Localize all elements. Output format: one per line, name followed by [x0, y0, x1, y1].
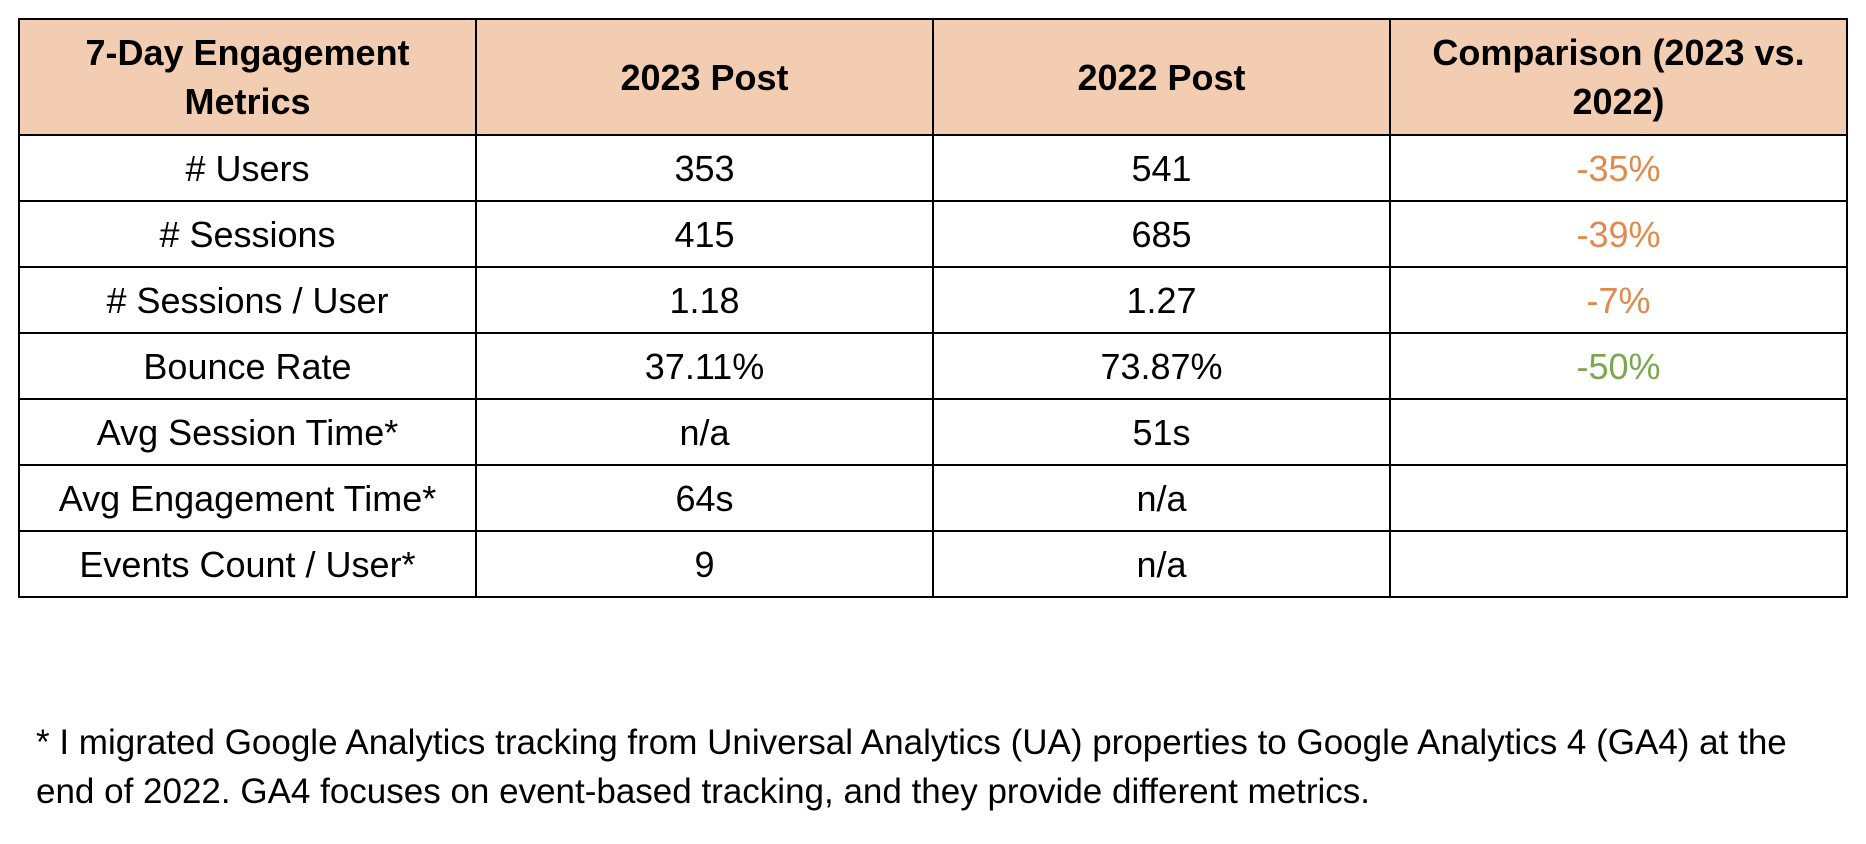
table-row: # Users 353 541 -35% [18, 134, 1848, 202]
table-header: 7-Day Engagement Metrics 2023 Post 2022 … [18, 18, 1848, 136]
footnote: * I migrated Google Analytics tracking f… [36, 723, 1787, 811]
cell-2022-post: n/a [932, 530, 1391, 598]
cell-2023-post: 1.18 [475, 266, 934, 334]
table-row: # Sessions 415 685 -39% [18, 200, 1848, 268]
cell-metric: Avg Engagement Time* [18, 464, 477, 532]
header-2023-post: 2023 Post [475, 18, 934, 136]
cell-2023-post: n/a [475, 398, 934, 466]
table-body: # Users 353 541 -35% # Sessions 415 685 … [18, 134, 1848, 598]
cell-2023-post: 415 [475, 200, 934, 268]
cell-2022-post: 73.87% [932, 332, 1391, 400]
table-row: Avg Engagement Time* 64s n/a [18, 464, 1848, 532]
cell-2022-post: 1.27 [932, 266, 1391, 334]
cell-2022-post: 51s [932, 398, 1391, 466]
table-row: Events Count / User* 9 n/a [18, 530, 1848, 598]
cell-comparison [1389, 464, 1848, 532]
cell-2022-post: 541 [932, 134, 1391, 202]
cell-comparison: -39% [1389, 200, 1848, 268]
table-row: # Sessions / User 1.18 1.27 -7% [18, 266, 1848, 334]
cell-metric: Avg Session Time* [18, 398, 477, 466]
table-row: Bounce Rate 37.11% 73.87% -50% [18, 332, 1848, 400]
cell-metric: Bounce Rate [18, 332, 477, 400]
cell-2023-post: 353 [475, 134, 934, 202]
cell-metric: # Sessions / User [18, 266, 477, 334]
header-2022-post: 2022 Post [932, 18, 1391, 136]
engagement-metrics-table: 7-Day Engagement Metrics 2023 Post 2022 … [18, 18, 1848, 598]
cell-comparison: -50% [1389, 332, 1848, 400]
header-row: 7-Day Engagement Metrics 2023 Post 2022 … [18, 18, 1848, 136]
cell-metric: # Users [18, 134, 477, 202]
table-row: Avg Session Time* n/a 51s [18, 398, 1848, 466]
header-metric: 7-Day Engagement Metrics [18, 18, 477, 136]
cell-comparison: -7% [1389, 266, 1848, 334]
cell-metric: # Sessions [18, 200, 477, 268]
cell-comparison: -35% [1389, 134, 1848, 202]
cell-2022-post: 685 [932, 200, 1391, 268]
cell-comparison [1389, 398, 1848, 466]
cell-2023-post: 64s [475, 464, 934, 532]
cell-2023-post: 37.11% [475, 332, 934, 400]
cell-2023-post: 9 [475, 530, 934, 598]
header-comparison: Comparison (2023 vs. 2022) [1389, 18, 1848, 136]
cell-comparison [1389, 530, 1848, 598]
cell-metric: Events Count / User* [18, 530, 477, 598]
cell-2022-post: n/a [932, 464, 1391, 532]
